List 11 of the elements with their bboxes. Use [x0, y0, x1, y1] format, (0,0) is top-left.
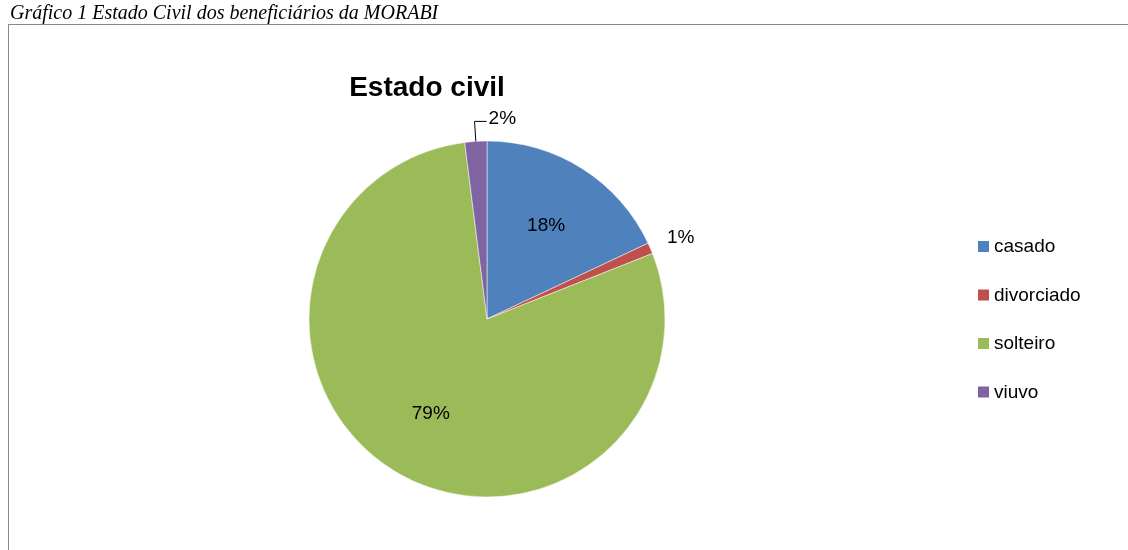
text: Gráfico 1 Estado Civil dos beneficiários da MORABI [10, 1, 440, 24]
legend-label: viuvo [994, 380, 1039, 402]
data-label: 1% [666, 226, 695, 248]
chart-title: Estado civil [349, 71, 505, 102]
data-label: 18% [527, 213, 566, 235]
pie-slice [308, 142, 666, 498]
data-label: 2% [488, 107, 517, 129]
legend-label: divorciado [994, 283, 1081, 305]
data-label: 79% [411, 402, 450, 424]
legend-label: casado [994, 235, 1056, 257]
legend-label: solteiro [994, 332, 1056, 354]
